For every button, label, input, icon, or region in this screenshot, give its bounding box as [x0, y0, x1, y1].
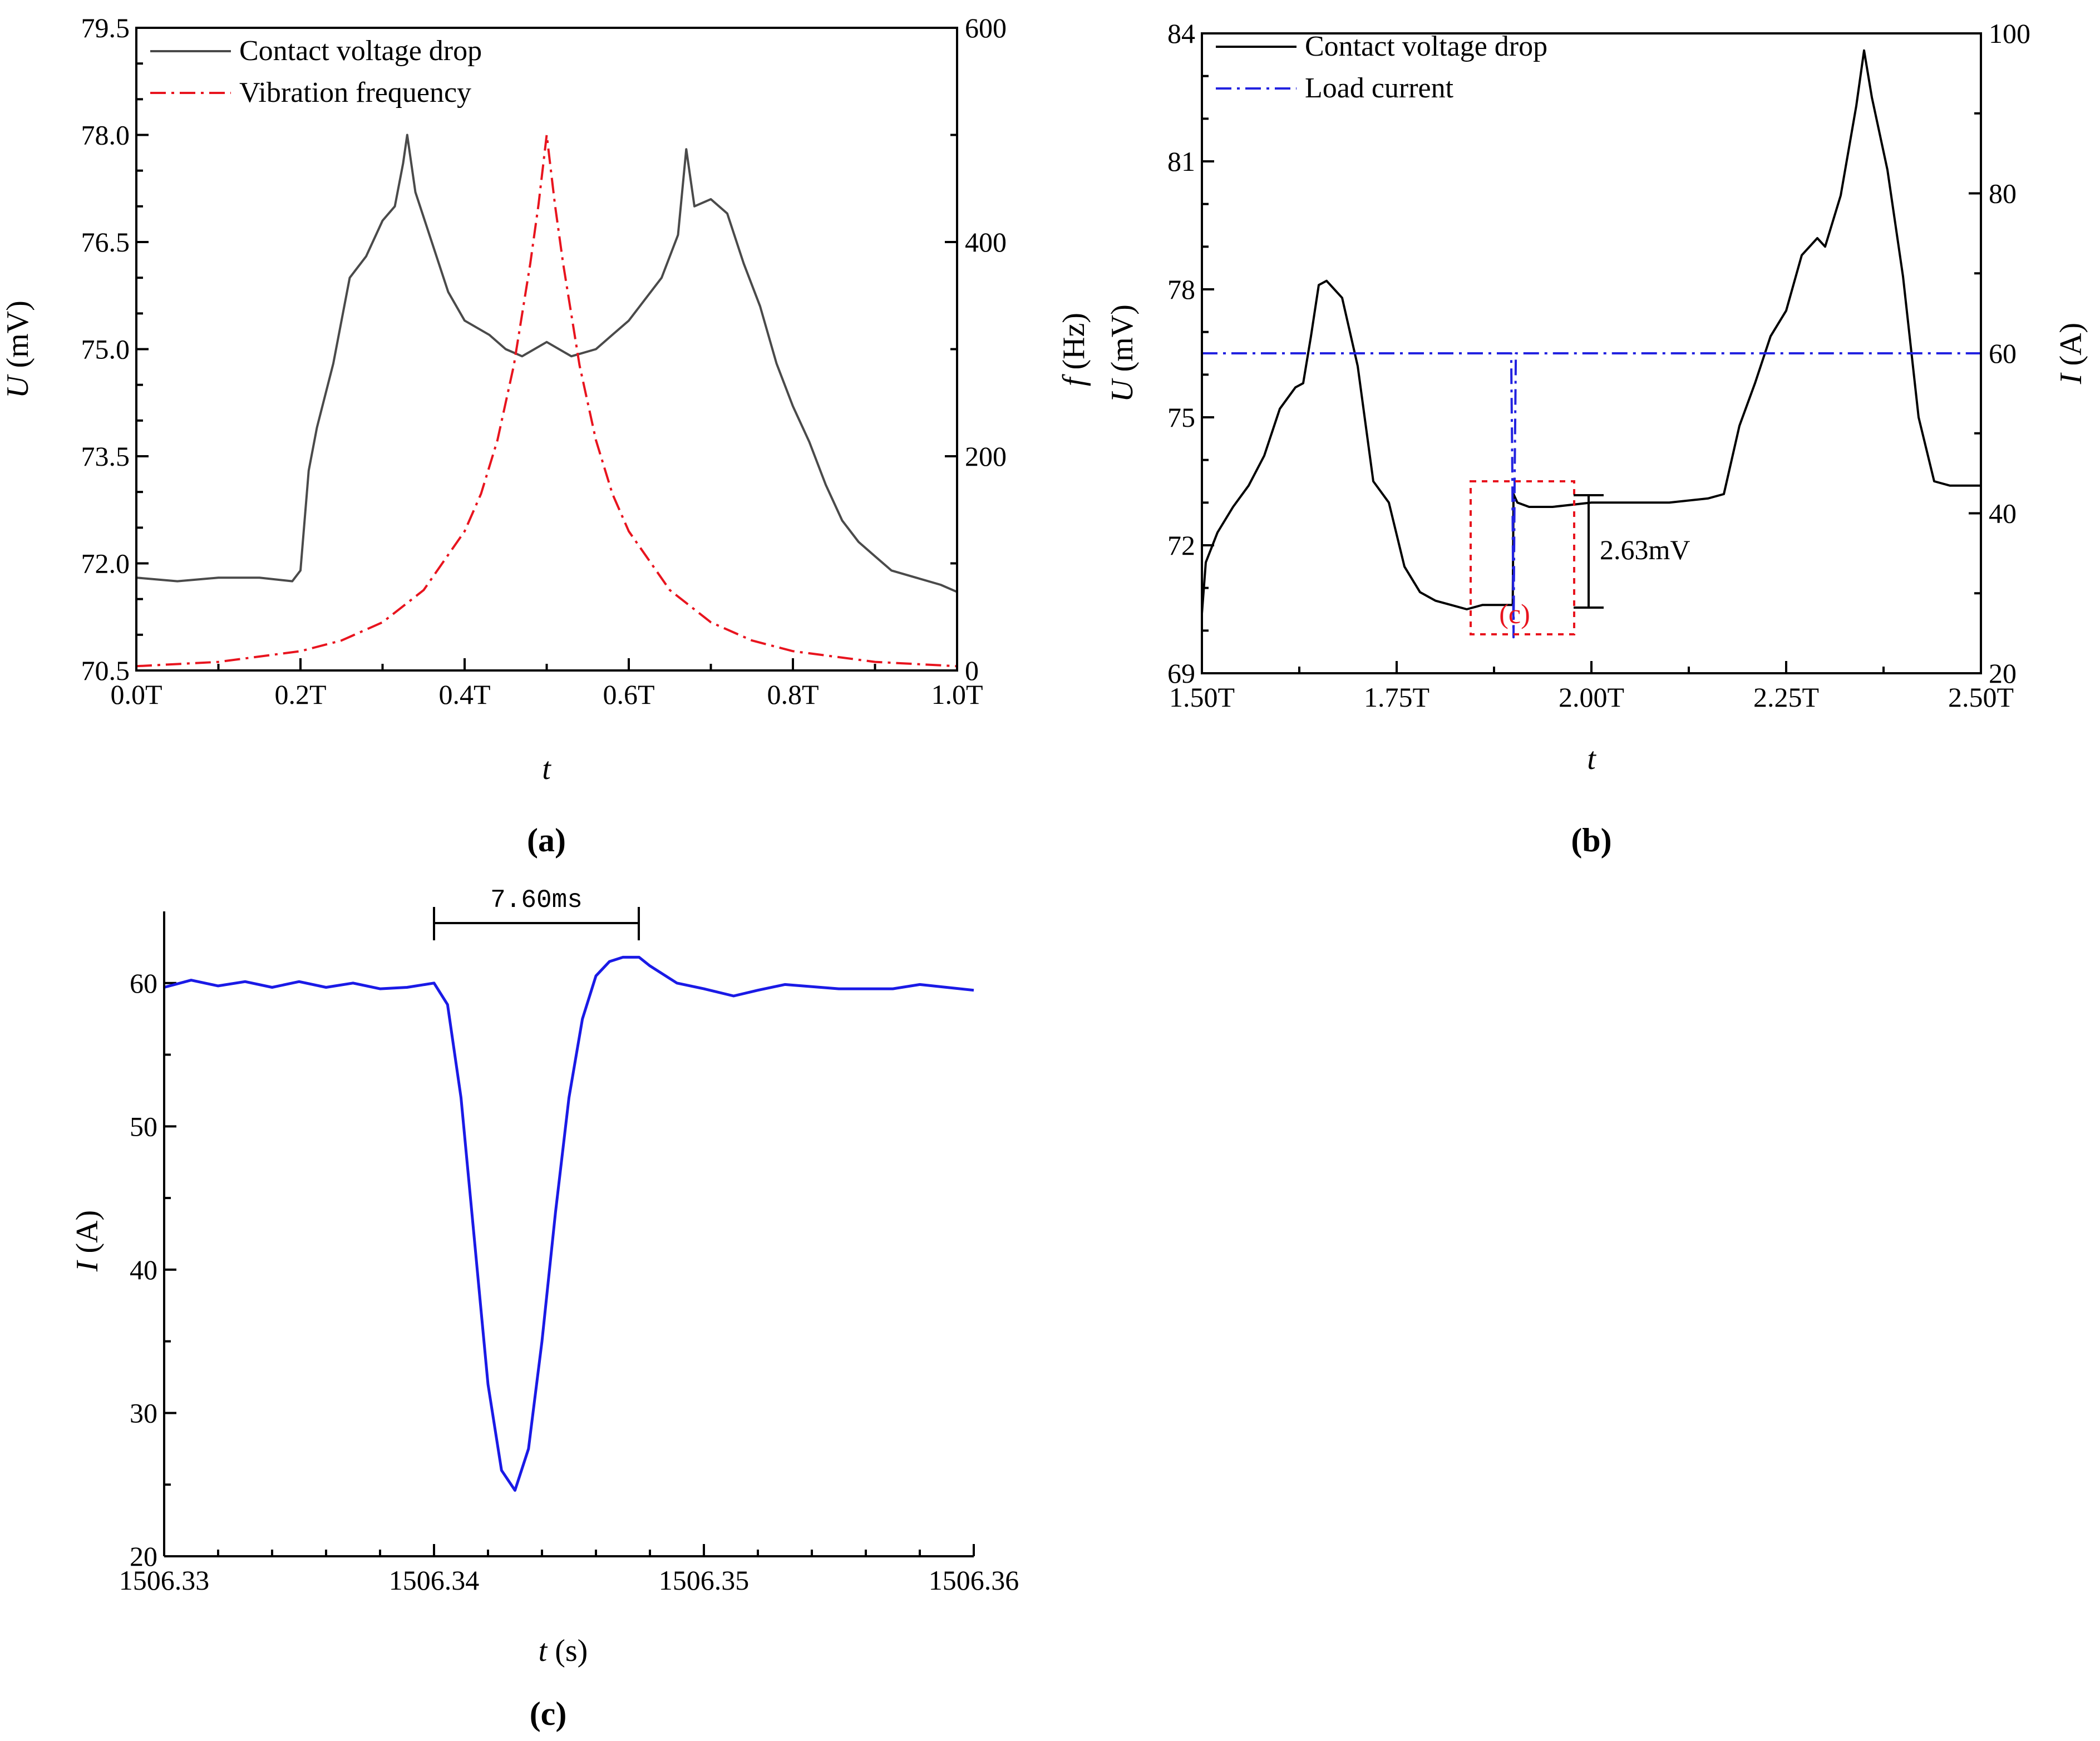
chart-panel-b: 1.50T 1.75T 2.00T 2.25T 2.50T 69 72 75 78 81 84 20 4…: [1105, 18, 2088, 859]
panel-c-x-axis-title: t (s): [539, 1634, 588, 1668]
y-right-tick-label: 60: [1989, 338, 2017, 369]
panel-b-legend: Contact voltage drop Load current: [1216, 31, 1547, 104]
x-tick-label: 2.00T: [1559, 682, 1624, 713]
y-left-tick-label: 81: [1167, 146, 1195, 177]
panel-b-zoom-box-label: (c): [1499, 598, 1530, 629]
y-right-tick-label: 400: [965, 226, 1007, 258]
y-left-tick-label: 40: [130, 1254, 157, 1285]
panel-c-tick-labels: 1506.33 1506.34 1506.35 1506.36 20 30 40 50 60: [119, 968, 1019, 1596]
y-left-tick-label: 69: [1167, 658, 1195, 689]
y-right-tick-label: 20: [1989, 658, 2017, 689]
x-tick-label: 0.4T: [438, 679, 490, 710]
panel-b-y-left-axis-title: U (mV): [1105, 304, 1140, 402]
y-left-tick-label: 75: [1167, 402, 1195, 433]
x-tick-label: 1506.34: [389, 1565, 480, 1596]
panel-b-voltage-jump-label: 2.63mV: [1600, 534, 1690, 565]
y-left-tick-label: 78: [1167, 274, 1195, 305]
legend-label: Vibration frequency: [239, 77, 471, 108]
panel-a-tick-labels: 0.0T 0.2T 0.4T 0.6T 0.8T 1.0T 70.5 72.0 73.5 75.0…: [81, 12, 1007, 710]
y-left-tick-label: 30: [130, 1397, 157, 1428]
panel-c-interval-bracket: [433, 907, 640, 940]
x-tick-label: 1.0T: [931, 679, 983, 710]
panel-a-y-left-axis-title: U (mV): [1, 300, 35, 398]
panel-b-tick-labels: 1.50T 1.75T 2.00T 2.25T 2.50T 69 72 75 78 81 84 20 4…: [1167, 18, 2030, 713]
panel-b-zoom-box: [1470, 480, 1575, 635]
y-left-tick-label: 50: [130, 1111, 157, 1142]
series-line-load-current: [164, 955, 974, 1492]
x-tick-label: 0.8T: [767, 679, 819, 710]
series-line-contact-voltage-drop: [1201, 49, 1981, 614]
legend-label: Contact voltage drop: [239, 35, 482, 67]
panel-a-label: (a): [527, 822, 566, 859]
y-right-tick-label: 40: [1989, 498, 2017, 529]
series-line-vibration-frequency: [136, 134, 958, 668]
y-left-tick-label: 76.5: [81, 226, 130, 258]
chart-panel-c: 1506.33 1506.34 1506.35 1506.36 20 30 40 50 60 7…: [70, 886, 1019, 1732]
y-left-tick-label: 72.0: [81, 548, 130, 579]
panel-a-series: [136, 134, 958, 668]
panel-b-plot-frame: [1201, 32, 1982, 674]
y-right-tick-label: 600: [965, 12, 1007, 43]
x-tick-label: 1.50T: [1169, 682, 1235, 713]
panel-c-series: [164, 955, 974, 1492]
y-right-tick-label: 100: [1989, 18, 2030, 49]
panel-c-y-axis-title: I (A): [70, 1210, 105, 1272]
y-left-tick-label: 70.5: [81, 655, 130, 686]
legend-label: Load current: [1305, 72, 1454, 104]
legend-label: Contact voltage drop: [1305, 31, 1547, 62]
x-tick-label: 0.0T: [110, 679, 162, 710]
x-tick-label: 0.2T: [274, 679, 326, 710]
y-left-tick-label: 73.5: [81, 441, 130, 472]
y-left-tick-label: 84: [1167, 18, 1195, 49]
x-tick-label: 1506.33: [119, 1565, 210, 1596]
chart-panel-a: 0.0T 0.2T 0.4T 0.6T 0.8T 1.0T 70.5 72.0 73.5 75.0…: [1, 12, 1091, 859]
series-line-load-current: [1202, 352, 1981, 639]
panel-b-label: (b): [1571, 822, 1611, 859]
series-line-contact-voltage-drop: [136, 134, 958, 593]
panel-a-plot-frame: [135, 27, 958, 672]
panel-c-label: (c): [530, 1695, 567, 1732]
y-right-tick-label: 200: [965, 441, 1007, 472]
y-left-tick-label: 20: [130, 1541, 157, 1572]
panel-b-x-axis-title: t: [1587, 742, 1596, 776]
x-tick-label: 2.25T: [1753, 682, 1819, 713]
x-tick-label: 2.50T: [1948, 682, 2014, 713]
panel-b-voltage-jump-bracket: [1574, 494, 1604, 609]
y-left-tick-label: 79.5: [81, 12, 130, 43]
y-left-tick-label: 72: [1167, 530, 1195, 561]
panel-a-x-axis-title: t: [542, 752, 551, 786]
y-left-tick-label: 60: [130, 968, 157, 999]
x-tick-label: 1506.36: [929, 1565, 1019, 1596]
panel-b-series: [1201, 49, 1981, 639]
panel-a-legend: Contact voltage drop Vibration frequency: [150, 35, 482, 108]
y-left-tick-label: 78.0: [81, 120, 130, 151]
y-left-tick-label: 75.0: [81, 334, 130, 365]
x-tick-label: 1.75T: [1364, 682, 1429, 713]
x-tick-label: 0.6T: [603, 679, 654, 710]
panel-a-y-right-axis-title: f (Hz): [1057, 313, 1091, 386]
y-right-tick-label: 0: [965, 655, 979, 686]
x-tick-label: 1506.35: [659, 1565, 750, 1596]
panel-c-axes: [163, 911, 974, 1557]
panel-b-y-right-axis-title: I (A): [2054, 323, 2088, 384]
panel-c-interval-label: 7.60ms: [490, 886, 583, 915]
y-right-tick-label: 80: [1989, 178, 2017, 209]
